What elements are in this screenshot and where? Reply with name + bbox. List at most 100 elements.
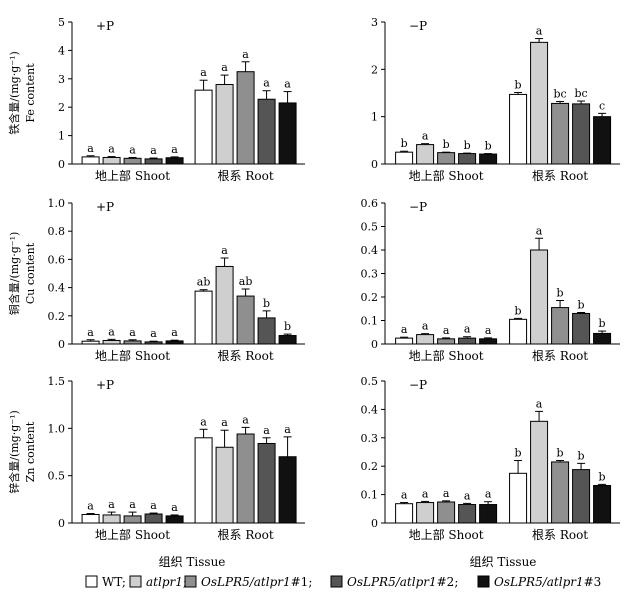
significance-letter: a [536, 25, 543, 38]
significance-letter: bc [574, 87, 587, 100]
y-tick-label: 3 [58, 73, 65, 86]
significance-letter: a [150, 144, 157, 157]
panel-cu-plus: 0 0.2 0.4 0.6 0.8 1.0 +P 铜含量/(mg·g⁻¹) Cu content… [7, 197, 305, 363]
y-tick-label: 0 [58, 517, 65, 530]
y-tick-label: 0.5 [361, 375, 379, 388]
legend-swatch [330, 575, 343, 588]
category-label: 地上部 Shoot [95, 168, 170, 183]
legend: WT;atlpr1;OsLPR5/atlpr1#1;OsLPR5/atlpr1#… [85, 575, 601, 589]
significance-letter: a [150, 327, 157, 340]
bar [479, 504, 498, 524]
y-tick-label: 0.5 [48, 470, 66, 483]
significance-letter: a [108, 143, 115, 156]
y-axis-label: 锌含量/(mg·g⁻¹) [7, 410, 21, 494]
y-tick-label: 0 [58, 158, 65, 171]
bar [257, 98, 276, 165]
bar [395, 151, 414, 165]
bar [215, 83, 234, 165]
significance-letter: b [515, 79, 522, 92]
y-axis-label: 铜含量/(mg·g⁻¹) [7, 232, 21, 316]
significance-letter: b [599, 317, 606, 330]
category-label: 地上部 Shoot [95, 348, 170, 363]
legend-swatch [85, 575, 98, 588]
significance-letter: a [221, 244, 228, 257]
significance-letter: a [284, 423, 291, 436]
bar [257, 442, 276, 524]
y-tick-label: 0.1 [361, 315, 379, 328]
significance-letter: a [129, 498, 136, 511]
bar [509, 93, 528, 165]
y-axis-label: 铁含量/(mg·g⁻¹) [7, 51, 21, 135]
bar [165, 157, 184, 165]
bar [509, 472, 528, 524]
bar [572, 312, 591, 345]
significance-letter: b [578, 299, 585, 312]
legend-label-part: OsLPR5/atlpr1 [201, 575, 291, 589]
bar [144, 513, 163, 524]
panel-zn-minus: 0 0.1 0.2 0.3 0.4 0.5 −P 地上部 Shoot a a a a a 根系 Root b… [361, 375, 620, 542]
significance-letter: a [87, 142, 94, 155]
bar [123, 515, 142, 524]
category-label: 地上部 Shoot [409, 168, 484, 183]
bar [416, 144, 435, 165]
bar [236, 71, 255, 165]
legend-label-part: OsLPR5/atlpr1 [347, 575, 437, 589]
y-tick-label: 1.5 [48, 375, 66, 388]
significance-letter: a [200, 415, 207, 428]
bar [458, 504, 477, 524]
significance-letter: b [578, 449, 585, 462]
bar [458, 337, 477, 345]
y-tick-label: 1 [371, 111, 378, 124]
y-tick-label: 1 [58, 130, 65, 143]
significance-letter: b [515, 304, 522, 317]
y-tick-label: 0.4 [361, 403, 379, 416]
y-tick-label: 0.1 [361, 489, 379, 502]
legend-label: OsLPR5/atlpr1#3 [494, 575, 601, 589]
bar [572, 469, 591, 524]
significance-letter: b [557, 447, 564, 460]
legend-label-part: WT; [102, 575, 126, 589]
bar [194, 290, 213, 345]
significance-letter: a [171, 501, 178, 514]
panel-title: +P [96, 19, 114, 33]
category-label: 根系 Root [218, 349, 274, 363]
y-tick-label: 1.0 [48, 197, 66, 210]
significance-letter: a [171, 143, 178, 156]
significance-letter: a [221, 61, 228, 74]
y-tick-label: 0.4 [48, 282, 66, 295]
significance-letter: a [422, 487, 429, 500]
significance-letter: a [87, 326, 94, 339]
bar [479, 153, 498, 165]
significance-letter: a [242, 48, 249, 61]
legend-label-part: #2; [437, 575, 459, 589]
bar [551, 461, 570, 524]
y-tick-label: 0 [371, 338, 378, 351]
bar [102, 339, 121, 345]
significance-letter: b [485, 140, 492, 153]
y-axis-label: Zn content [24, 421, 37, 482]
significance-letter: a [284, 78, 291, 91]
category-label: 地上部 Shoot [409, 348, 484, 363]
bar [530, 420, 549, 524]
significance-letter: b [464, 139, 471, 152]
bar [551, 307, 570, 345]
bar [102, 514, 121, 524]
bar [479, 338, 498, 345]
y-tick-label: 1.0 [48, 422, 66, 435]
significance-letter: a [108, 498, 115, 511]
legend-label: OsLPR5/atlpr1#1; [201, 575, 312, 589]
y-tick-label: 0.3 [361, 268, 379, 281]
legend-label: WT; [102, 575, 126, 589]
y-axis-label: Fe content [24, 63, 37, 123]
significance-letter: ab [197, 276, 211, 289]
significance-letter: c [599, 99, 605, 112]
bar [530, 41, 549, 165]
y-tick-label: 0 [371, 517, 378, 530]
bar [165, 515, 184, 524]
legend-swatch [129, 575, 142, 588]
significance-letter: bc [553, 88, 566, 101]
bar [144, 158, 163, 165]
bar [194, 89, 213, 165]
y-tick-label: 3 [371, 16, 378, 29]
